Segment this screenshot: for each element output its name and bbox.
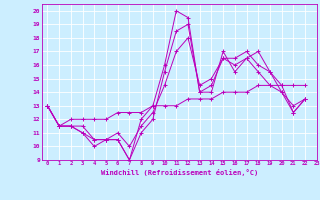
X-axis label: Windchill (Refroidissement éolien,°C): Windchill (Refroidissement éolien,°C) — [100, 169, 258, 176]
